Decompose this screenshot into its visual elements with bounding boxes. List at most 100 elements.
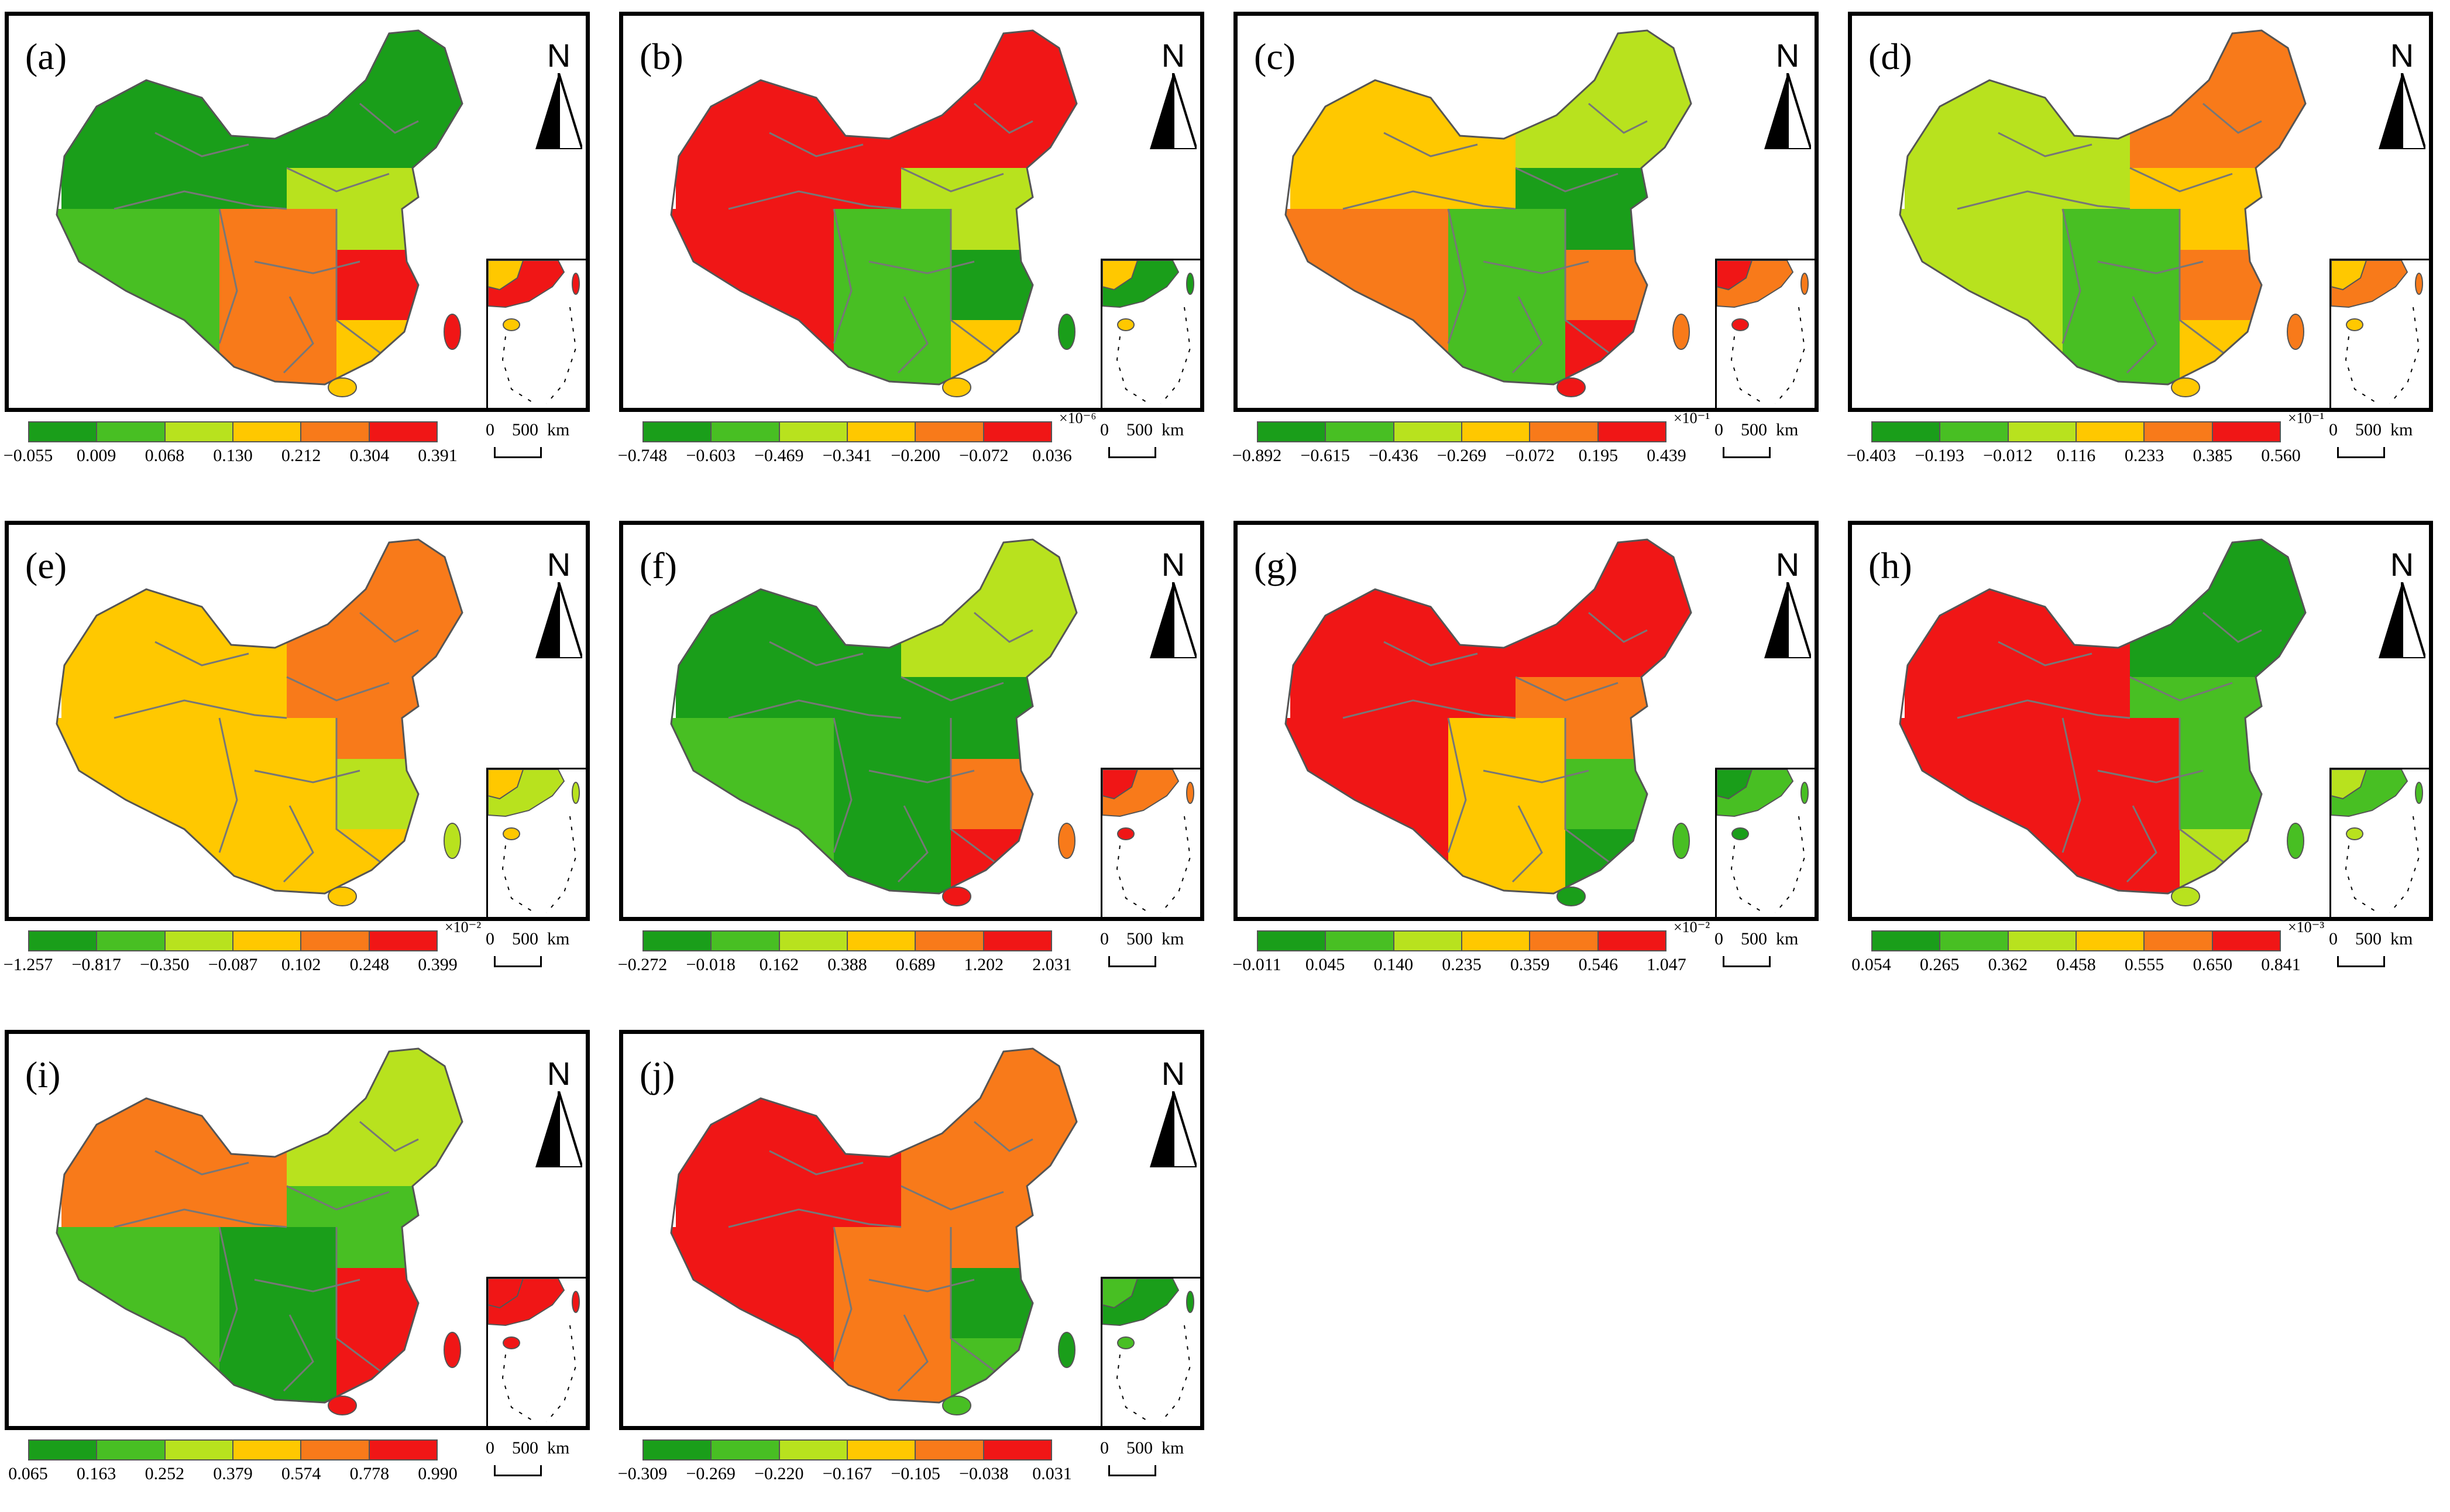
china-choropleth-map [1284, 538, 1692, 906]
scale-bar-line [494, 956, 542, 967]
legend-swatch [644, 1441, 712, 1459]
map-region [834, 718, 951, 894]
south-china-sea-inset [1715, 259, 1815, 408]
legend-swatch [301, 1441, 370, 1459]
south-china-sea-inset [486, 1277, 586, 1426]
legend-swatch [1872, 932, 1941, 950]
north-label: N [2390, 37, 2414, 74]
color-legend: 0.065 0.163 0.252 0.379 0.574 0.778 0.990 [5, 1439, 461, 1483]
legend-tick-label: −0.603 [686, 446, 736, 465]
legend-swatch [1258, 932, 1327, 950]
south-china-sea-inset [1715, 768, 1815, 917]
map-region [671, 209, 834, 384]
legend-swatch [165, 422, 233, 441]
map-region [834, 209, 951, 384]
legend-swatch [779, 1441, 848, 1459]
panel-label: (a) [25, 36, 67, 77]
legend-tick-label: 0.359 [1510, 955, 1550, 974]
legend-tick-label: −0.193 [1915, 446, 1964, 465]
legend-multiplier: ×10⁻³ [2288, 919, 2325, 936]
legend-tick-label: −0.012 [1983, 446, 2033, 465]
map-region [57, 1227, 219, 1403]
scale-bar-label: 0 500 km [1100, 1438, 1184, 1458]
map-panel: (h) N 0.054 0.265 0.362 0.458 0.555 0.650 0.841 ×… [1843, 509, 2446, 974]
legend-tick-label: −0.038 [959, 1464, 1009, 1483]
legend-swatch [2212, 422, 2280, 441]
legend-tick-label: 0.252 [145, 1464, 185, 1483]
panel-label: (h) [1868, 545, 1912, 586]
legend-swatch [165, 1441, 233, 1459]
legend-tick-label: 0.036 [1032, 446, 1072, 465]
north-label: N [1161, 1055, 1186, 1092]
china-choropleth-map [670, 1047, 1078, 1415]
legend-color-bar [1257, 421, 1666, 442]
north-label: N [547, 1055, 571, 1092]
map-region [1448, 718, 1565, 894]
legend-tick-label: 0.574 [281, 1464, 321, 1483]
map-frame: (j) N [619, 1030, 1204, 1430]
legend-multiplier: ×10⁻¹ [2288, 410, 2325, 427]
legend-swatch [2145, 422, 2213, 441]
scale-bar-label: 0 500 km [486, 1438, 570, 1458]
legend-tick-label: 0.560 [2261, 446, 2301, 465]
legend-tick-label: 0.689 [895, 955, 936, 974]
scale-bar: 0 500 km [1714, 421, 1820, 462]
china-choropleth-map [56, 29, 463, 397]
color-legend: −0.011 0.045 0.140 0.235 0.359 0.546 1.047 ×10⁻… [1232, 919, 1710, 974]
legend-swatch [1394, 422, 1462, 441]
scale-bar-line [494, 1465, 542, 1476]
map-region [2180, 759, 2305, 829]
legend-tick-label: −0.220 [754, 1464, 804, 1483]
map-region [951, 250, 1077, 320]
legend-tick-label: 0.841 [2261, 955, 2301, 974]
legend-swatch [233, 422, 302, 441]
hainan-island [2171, 886, 2200, 906]
color-legend: −0.272 −0.018 0.162 0.388 0.689 1.202 2.031 [618, 930, 1075, 974]
scale-bar-line [2337, 447, 2385, 458]
legend-swatch [916, 1441, 984, 1459]
legend-color-bar [642, 1439, 1052, 1461]
map-panel: (a) N −0.055 0.009 0.068 0.130 0.212 0.304 0.391… [0, 0, 603, 465]
hainan-island [942, 1396, 971, 1415]
legend-swatch [847, 422, 916, 441]
legend-multiplier: ×10⁻² [1674, 919, 1710, 936]
china-choropleth-map [1899, 538, 2307, 906]
legend-color-bar [28, 930, 438, 951]
map-region [1286, 718, 1448, 894]
scale-bar-label: 0 500 km [2329, 420, 2413, 439]
map-panel: (d) N −0.403 −0.193 −0.012 0.116 0.233 0.385 0.5… [1843, 0, 2446, 465]
north-arrow-icon: N [2376, 39, 2428, 150]
legend-color-bar [1871, 421, 2281, 442]
legend-tick-label: 0.990 [418, 1464, 458, 1483]
south-china-sea-inset [2329, 259, 2429, 408]
legend-tick-label: 0.212 [281, 446, 321, 465]
map-region [671, 1227, 834, 1403]
legend-tick-label: −0.817 [71, 955, 121, 974]
province-borders [1342, 102, 1648, 374]
legend-color-bar [642, 930, 1052, 951]
legend-swatch [97, 932, 166, 950]
map-region [1448, 209, 1565, 384]
legend-tick-label: 0.140 [1373, 955, 1414, 974]
country-outline [1284, 29, 1692, 386]
province-borders [1957, 611, 2262, 883]
hainan-island [328, 1396, 357, 1415]
legend-swatch [916, 932, 984, 950]
map-frame: (h) N [1848, 521, 2433, 921]
hainan-island [328, 377, 357, 397]
legend-swatch [2008, 422, 2077, 441]
north-arrow-icon: N [1147, 39, 1200, 150]
legend-tick-label: −0.018 [686, 955, 736, 974]
north-arrow-icon: N [1147, 1057, 1200, 1169]
scale-bar-label: 0 500 km [486, 929, 570, 949]
scale-bar: 0 500 km [1100, 930, 1205, 971]
legend-tick-label: 0.265 [1919, 955, 1960, 974]
color-legend: −0.892 −0.615 −0.436 −0.269 −0.072 0.195 0.439… [1232, 410, 1710, 465]
map-region [1286, 209, 1448, 384]
north-arrow-icon: N [1761, 39, 1814, 150]
legend-swatch [29, 422, 98, 441]
hainan-island [942, 377, 971, 397]
legend-multiplier: ×10⁻¹ [1674, 410, 1710, 427]
legend-swatch [2212, 932, 2280, 950]
country-outline [1899, 29, 2307, 386]
